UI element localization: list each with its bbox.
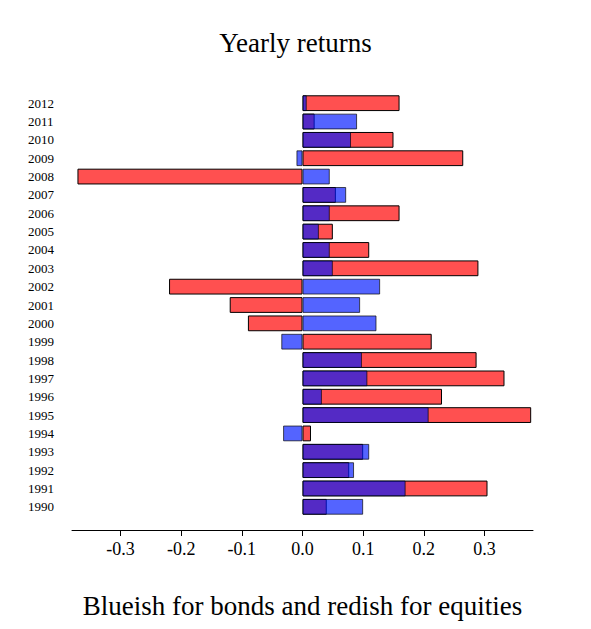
svg-text:1995: 1995 [28, 408, 54, 423]
svg-text:Blueish for bonds and redish f: Blueish for bonds and redish for equitie… [83, 591, 522, 621]
svg-text:1996: 1996 [28, 389, 55, 404]
svg-text:2011: 2011 [28, 114, 54, 129]
svg-text:1999: 1999 [28, 334, 54, 349]
svg-text:0.3: 0.3 [473, 539, 496, 559]
svg-text:2001: 2001 [28, 298, 54, 313]
svg-text:2002: 2002 [28, 279, 54, 294]
svg-text:2006: 2006 [28, 206, 55, 221]
svg-text:2007: 2007 [28, 187, 55, 202]
svg-text:1992: 1992 [28, 463, 54, 478]
svg-text:1991: 1991 [28, 481, 54, 496]
svg-text:0.0: 0.0 [291, 539, 314, 559]
svg-text:-0.3: -0.3 [106, 539, 135, 559]
svg-text:2000: 2000 [28, 316, 54, 331]
svg-text:2012: 2012 [28, 96, 54, 111]
svg-text:1990: 1990 [28, 499, 54, 514]
svg-text:-0.2: -0.2 [167, 539, 196, 559]
svg-text:1998: 1998 [28, 353, 54, 368]
svg-text:0.2: 0.2 [413, 539, 436, 559]
svg-text:2010: 2010 [28, 132, 54, 147]
svg-text:-0.1: -0.1 [228, 539, 257, 559]
svg-text:2008: 2008 [28, 169, 54, 184]
svg-text:1993: 1993 [28, 444, 54, 459]
svg-text:1997: 1997 [28, 371, 55, 386]
svg-text:2004: 2004 [28, 242, 55, 257]
svg-text:1994: 1994 [28, 426, 55, 441]
svg-text:2005: 2005 [28, 224, 54, 239]
svg-text:0.1: 0.1 [352, 539, 375, 559]
svg-text:Yearly returns: Yearly returns [219, 28, 371, 58]
svg-text:2009: 2009 [28, 151, 54, 166]
svg-text:2003: 2003 [28, 261, 54, 276]
